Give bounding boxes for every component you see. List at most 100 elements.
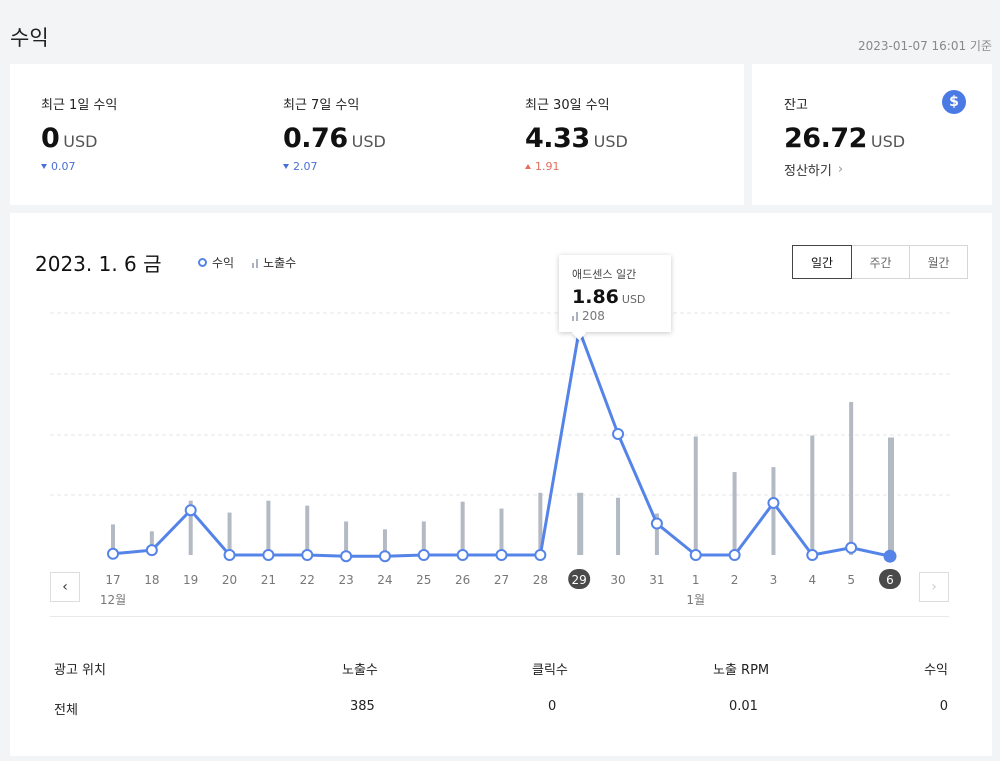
x-tick-label: 18 — [144, 573, 159, 587]
table-divider — [50, 616, 949, 617]
chevron-left-icon: ‹ — [62, 579, 68, 595]
x-tick-label: 5 — [847, 573, 855, 587]
x-tick-label: 4 — [808, 573, 816, 587]
x-tick-label: 28 — [533, 573, 548, 587]
revenue-point — [340, 550, 353, 563]
settle-label: 정산하기 — [784, 164, 832, 179]
revenue-point — [223, 549, 236, 561]
x-tick-label: 25 — [416, 573, 431, 587]
impressions-bar — [810, 435, 815, 555]
balance-card: 잔고 26.72 USD 정산하기 › $ — [752, 64, 992, 205]
legend-impressions-label: 노출수 — [263, 256, 297, 270]
chart-next-button[interactable]: › — [919, 572, 949, 602]
updated-timestamp: 2023-01-07 16:01 기준 — [857, 39, 992, 53]
settle-link[interactable]: 정산하기 › — [784, 160, 843, 179]
x-tick-label: 17 — [105, 573, 120, 587]
tooltip-impressions-value: 208 — [582, 309, 605, 323]
stat-value: 0.76 — [283, 123, 348, 154]
revenue-point — [534, 549, 547, 561]
stat-unit: USD — [63, 132, 98, 151]
impressions-bar — [654, 513, 659, 555]
revenue-point — [107, 547, 119, 560]
x-tick-label: 27 — [494, 573, 509, 587]
table-cell: 전체 — [54, 703, 78, 718]
impressions-bar — [538, 492, 543, 555]
tooltip-impressions: 208 — [572, 309, 658, 323]
tooltip-value: 1.86 — [572, 286, 619, 308]
revenue-point — [456, 549, 469, 561]
x-tick-label: 6 — [886, 573, 894, 587]
x-tick-highlight — [879, 569, 901, 589]
x-tick-label: 20 — [222, 573, 237, 587]
stat-label: 최근 7일 수익 — [283, 98, 360, 113]
chart-date: 2023. 1. 6 금 — [35, 252, 162, 276]
stat-change-value: 0.07 — [51, 160, 76, 173]
x-tick-label: 21 — [261, 573, 276, 587]
x-tick-label: 30 — [610, 573, 625, 587]
balance-value: 26.72 — [784, 123, 867, 154]
increase-arrow-icon — [525, 164, 531, 169]
table-header: 광고 위치 — [54, 663, 106, 678]
impressions-bar — [888, 437, 894, 555]
stat-1day: 최근 1일 수익 0 USD 0.07 — [41, 94, 117, 173]
impressions-bar — [771, 467, 776, 555]
revenue-point — [184, 504, 197, 517]
revenue-point — [806, 549, 819, 561]
impressions-bar — [266, 500, 271, 555]
tooltip-unit: USD — [621, 293, 646, 306]
page-title: 수익 — [10, 26, 49, 50]
revenue-point — [378, 550, 391, 563]
stat-change-value: 1.91 — [535, 160, 560, 173]
bar-chart-icon — [252, 258, 259, 268]
stats-card: 최근 1일 수익 0 USD 0.07 최근 7일 수익 0.76 USD 2.… — [10, 64, 744, 205]
x-tick-label: 22 — [300, 573, 315, 587]
revenue-point — [728, 549, 741, 561]
revenue-point — [883, 549, 897, 563]
impressions-bar — [732, 472, 737, 555]
x-tick-label: 29 — [572, 573, 587, 587]
month-label: 12월 — [100, 593, 126, 607]
month-label: 1월 — [686, 593, 705, 607]
table-cell: 0.01 — [729, 699, 758, 714]
circle-marker-icon — [198, 258, 207, 267]
stat-value: 4.33 — [525, 123, 590, 154]
impressions-bar — [382, 529, 387, 555]
impressions-bar — [693, 436, 698, 555]
decrease-arrow-icon — [41, 164, 47, 169]
stat-change: 0.07 — [41, 160, 117, 173]
x-tick-label: 24 — [377, 573, 392, 587]
table-header: 수익 — [924, 663, 948, 678]
stat-label: 최근 30일 수익 — [525, 98, 610, 113]
stat-value: 0 — [41, 123, 60, 154]
chart-legend: 수익 노출수 — [198, 254, 296, 271]
revenue-point — [845, 541, 858, 554]
legend-revenue: 수익 — [198, 254, 234, 271]
revenue-point — [417, 549, 430, 561]
decrease-arrow-icon — [283, 164, 289, 169]
revenue-point — [145, 544, 158, 557]
chart-prev-button[interactable]: ‹ — [50, 572, 80, 602]
stat-unit: USD — [593, 132, 628, 151]
period-monthly-button[interactable]: 월간 — [909, 246, 967, 278]
period-daily-button[interactable]: 일간 — [792, 245, 852, 279]
period-weekly-button[interactable]: 주간 — [851, 246, 909, 278]
balance: 잔고 26.72 USD 정산하기 › — [784, 94, 905, 179]
revenue-point — [262, 549, 275, 561]
stat-7day: 최근 7일 수익 0.76 USD 2.07 — [283, 94, 386, 173]
chevron-right-icon: › — [931, 579, 937, 595]
revenue-point — [301, 549, 314, 561]
impressions-bar — [849, 401, 854, 555]
balance-unit: USD — [870, 132, 906, 151]
revenue-point — [767, 496, 780, 509]
legend-impressions: 노출수 — [252, 254, 296, 271]
bar-chart-icon — [572, 311, 578, 321]
legend-revenue-label: 수익 — [212, 256, 235, 270]
x-tick-label: 19 — [183, 573, 198, 587]
revenue-point — [612, 428, 625, 440]
stat-change-value: 2.07 — [293, 160, 318, 173]
impressions-bar — [305, 505, 310, 555]
impressions-bar — [188, 500, 193, 555]
table-header: 노출수 — [342, 663, 378, 678]
table-cell: 0 — [548, 699, 557, 714]
chevron-right-icon: › — [837, 162, 844, 177]
